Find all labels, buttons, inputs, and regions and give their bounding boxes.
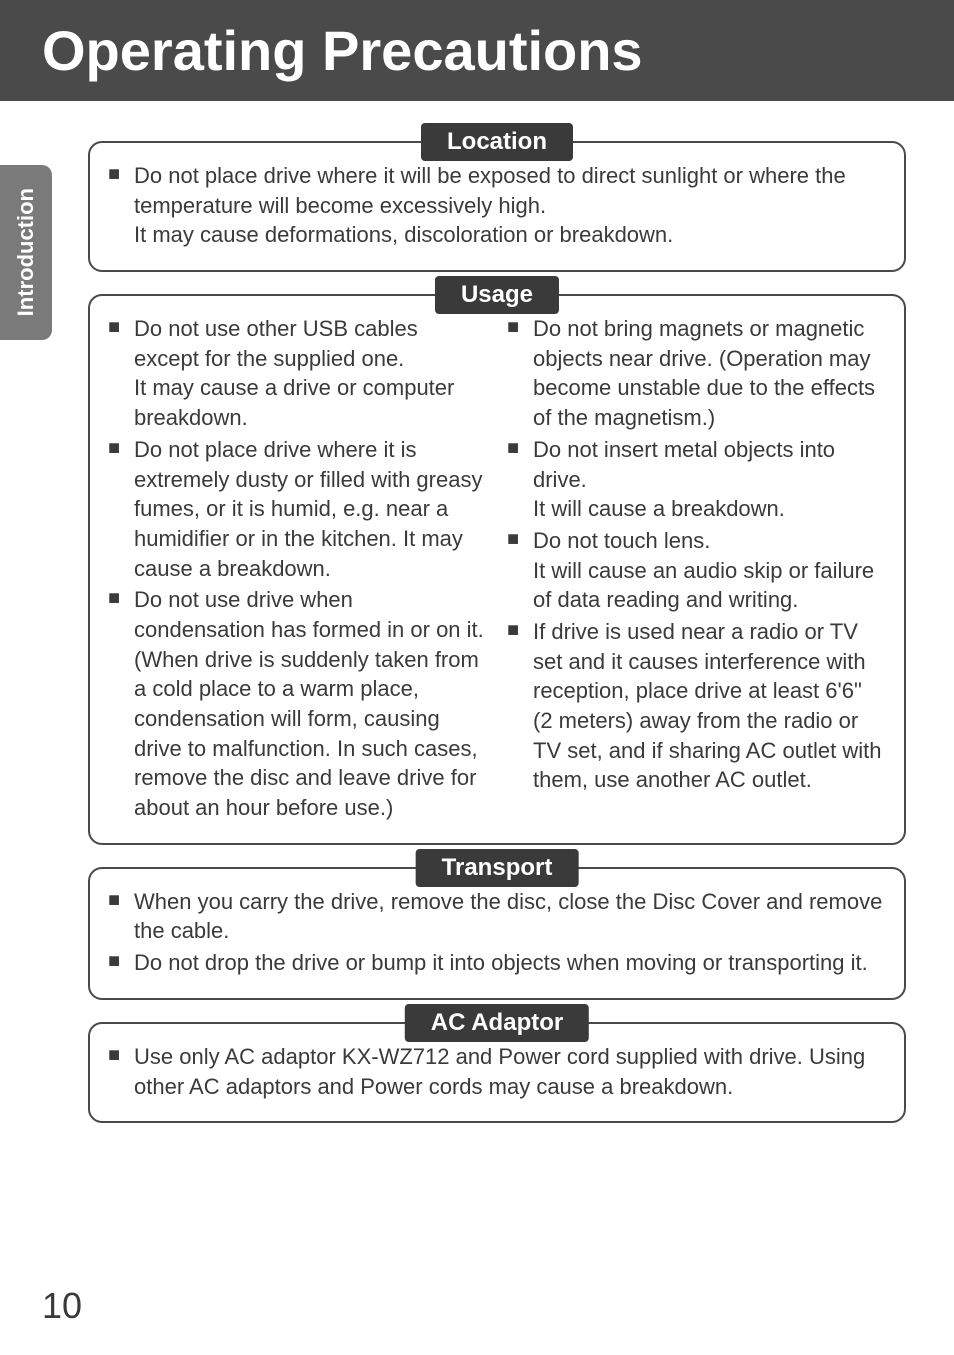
- side-tab-label: Introduction: [13, 188, 39, 316]
- page-number: 10: [42, 1285, 82, 1327]
- section-usage: Usage Do not use other USB cables except…: [88, 294, 906, 845]
- list-item: If drive is used near a radio or TV set …: [507, 617, 886, 795]
- location-list: Do not place drive where it will be expo…: [108, 161, 886, 250]
- usage-right-col: Do not bring magnets or magnetic objects…: [507, 314, 886, 825]
- list-item: Do not use drive when condensation has f…: [108, 585, 487, 823]
- list-item: When you carry the drive, remove the dis…: [108, 887, 886, 946]
- usage-columns: Do not use other USB cables except for t…: [108, 314, 886, 825]
- usage-right-list: Do not bring magnets or magnetic objects…: [507, 314, 886, 795]
- content-area: Location Do not place drive where it wil…: [88, 141, 906, 1123]
- usage-left-col: Do not use other USB cables except for t…: [108, 314, 487, 825]
- side-tab: Introduction: [0, 165, 52, 340]
- section-transport: Transport When you carry the drive, remo…: [88, 867, 906, 1000]
- list-item: Do not use other USB cables except for t…: [108, 314, 487, 433]
- header-bar: Operating Precautions: [0, 0, 954, 101]
- section-label-location: Location: [421, 123, 573, 161]
- section-label-ac-adaptor: AC Adaptor: [405, 1004, 589, 1042]
- usage-left-list: Do not use other USB cables except for t…: [108, 314, 487, 823]
- list-item: Do not place drive where it will be expo…: [108, 161, 886, 250]
- list-item: Do not insert metal objects into drive.I…: [507, 435, 886, 524]
- list-item: Do not drop the drive or bump it into ob…: [108, 948, 886, 978]
- transport-list: When you carry the drive, remove the dis…: [108, 887, 886, 978]
- section-location: Location Do not place drive where it wil…: [88, 141, 906, 272]
- section-label-usage: Usage: [435, 276, 559, 314]
- list-item: Do not place drive where it is extremely…: [108, 435, 487, 583]
- section-label-transport: Transport: [416, 849, 579, 887]
- list-item: Use only AC adaptor KX-WZ712 and Power c…: [108, 1042, 886, 1101]
- page-title: Operating Precautions: [42, 18, 954, 83]
- section-ac-adaptor: AC Adaptor Use only AC adaptor KX-WZ712 …: [88, 1022, 906, 1123]
- list-item: Do not touch lens.It will cause an audio…: [507, 526, 886, 615]
- ac-adaptor-list: Use only AC adaptor KX-WZ712 and Power c…: [108, 1042, 886, 1101]
- list-item: Do not bring magnets or magnetic objects…: [507, 314, 886, 433]
